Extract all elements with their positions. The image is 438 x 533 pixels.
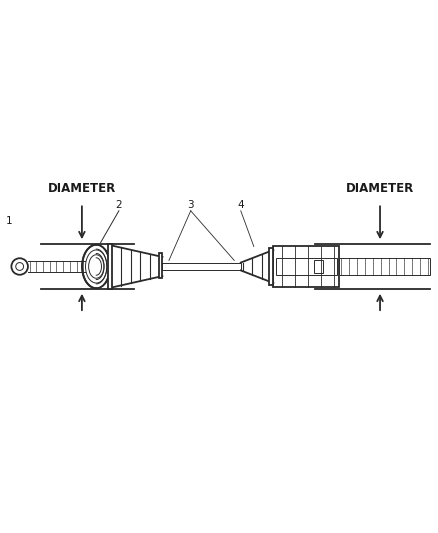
Bar [314,260,323,273]
Text: 1: 1 [6,216,13,226]
Bar [28,261,85,272]
Bar [269,248,273,285]
Bar [162,263,241,270]
Bar [273,246,339,287]
Text: 3: 3 [187,200,194,210]
Text: 2: 2 [116,200,122,210]
Bar [276,258,336,275]
Bar [108,244,112,289]
Bar [159,254,162,278]
Circle shape [11,258,28,275]
Text: DIAMETER: DIAMETER [48,182,116,195]
Bar [339,258,430,275]
Ellipse shape [82,245,110,288]
Text: DIAMETER: DIAMETER [346,182,414,195]
Circle shape [16,263,24,270]
Text: 4: 4 [237,200,244,210]
